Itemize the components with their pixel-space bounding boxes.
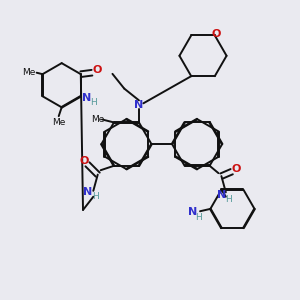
Text: H: H [92,192,99,201]
Text: O: O [80,156,89,167]
Text: O: O [212,29,221,39]
Text: O: O [92,65,102,75]
Text: N: N [134,100,144,110]
Text: N: N [217,190,226,200]
Text: N: N [188,207,197,217]
Text: Me: Me [52,118,65,127]
Text: Me: Me [22,68,36,77]
Text: H: H [225,195,232,204]
Text: N: N [82,93,91,103]
Text: O: O [231,164,241,174]
Text: H: H [90,98,97,107]
Text: Me: Me [91,115,104,124]
Text: N: N [83,187,93,197]
Text: H: H [195,213,202,222]
